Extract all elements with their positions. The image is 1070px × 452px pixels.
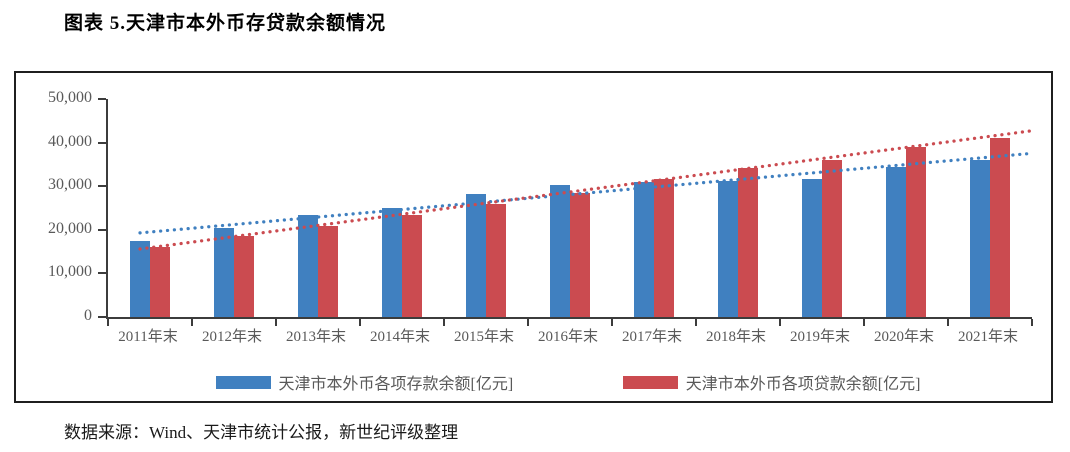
x-axis-labels: 2011年末 2012年末 2013年末 2014年末 2015年末 2016年末 2017… — [106, 325, 1030, 349]
y-tick-label: 40,000 — [48, 132, 92, 150]
loans-bar — [990, 137, 1010, 317]
x-tick-mark — [443, 319, 445, 326]
deposits-bar — [298, 215, 318, 317]
legend-item-deposits: 天津市本外币各项存款余额[亿元] — [215, 370, 514, 394]
x-tick-mark — [611, 319, 613, 326]
x-tick-mark — [1031, 319, 1033, 326]
deposits-bar — [466, 194, 486, 317]
x-axis-label: 2013年末 — [285, 329, 346, 345]
legend-label: 天津市本外币各项存款余额[亿元] — [278, 376, 514, 393]
loans-bar — [234, 236, 254, 317]
y-tick-mark — [98, 228, 106, 231]
x-axis-label: 2015年末 — [453, 329, 514, 345]
y-tick-mark — [98, 141, 106, 144]
loans-bar — [318, 225, 338, 317]
deposits-bar — [802, 178, 822, 317]
loans-bar — [486, 203, 506, 317]
x-axis-label: 2021年末 — [957, 329, 1018, 345]
y-tick-mark — [98, 272, 106, 275]
x-tick-mark — [863, 319, 865, 326]
y-tick-mark — [98, 316, 106, 318]
x-tick-mark — [275, 319, 277, 326]
x-axis-label: 2016年末 — [537, 329, 598, 345]
x-axis-label: 2014年末 — [369, 329, 430, 345]
loans-trendline — [138, 129, 1032, 251]
x-tick-mark — [695, 319, 697, 326]
x-tick-mark — [359, 319, 361, 326]
deposits-bar — [130, 240, 150, 317]
deposits-bar — [214, 228, 234, 317]
x-tick-mark — [191, 319, 193, 326]
y-tick-mark — [98, 98, 106, 100]
data-source: 数据来源：Wind、天津市统计公报，新世纪评级整理 — [64, 423, 459, 442]
legend-label: 天津市本外币各项贷款余额[亿元] — [685, 376, 921, 393]
legend-item-loans: 天津市本外币各项贷款余额[亿元] — [622, 370, 921, 394]
loans-bar — [822, 159, 842, 317]
x-axis-label: 2012年末 — [201, 329, 262, 345]
y-tick-label: 0 — [84, 307, 92, 324]
x-axis-label: 2011年末 — [118, 329, 178, 345]
x-tick-mark — [779, 319, 781, 326]
deposits-bar — [382, 208, 402, 317]
deposits-bar — [970, 159, 990, 317]
loans-bar — [150, 247, 170, 317]
deposits-bar — [550, 184, 570, 317]
y-tick-label: 30,000 — [48, 176, 92, 194]
loans-bar — [570, 192, 590, 317]
figure-title: 图表 5.天津市本外币存贷款余额情况 — [64, 13, 387, 34]
x-tick-mark — [107, 319, 109, 326]
legend-swatch-deposits — [215, 375, 271, 389]
y-tick-mark — [98, 185, 106, 188]
deposits-bar — [718, 181, 738, 317]
x-axis-label: 2019年末 — [789, 329, 850, 345]
x-tick-mark — [527, 319, 529, 326]
y-tick-label: 20,000 — [48, 219, 92, 237]
y-axis-labels: 0 10,000 20,000 30,000 40,000 50,000 — [14, 89, 92, 324]
deposits-bar — [634, 182, 654, 317]
x-axis-label: 2020年末 — [873, 329, 934, 345]
loans-bar — [402, 215, 422, 317]
plot-area — [98, 98, 1033, 326]
loans-bar — [738, 167, 758, 317]
legend-swatch-loans — [622, 375, 678, 389]
chart-legend: 天津市本外币各项存款余额[亿元] 天津市本外币各项贷款余额[亿元] — [106, 371, 1030, 393]
y-tick-label: 10,000 — [48, 263, 92, 281]
x-tick-mark — [947, 319, 949, 326]
y-tick-label: 50,000 — [48, 89, 92, 106]
deposits-bar — [886, 167, 906, 317]
x-axis-label: 2018年末 — [705, 329, 766, 345]
chart-frame — [14, 71, 1053, 403]
loans-bar — [906, 147, 926, 317]
deposits-trendline — [138, 151, 1032, 235]
x-axis-label: 2017年末 — [621, 329, 682, 345]
trendlines-layer — [138, 129, 1032, 251]
loans-bar — [654, 178, 674, 317]
